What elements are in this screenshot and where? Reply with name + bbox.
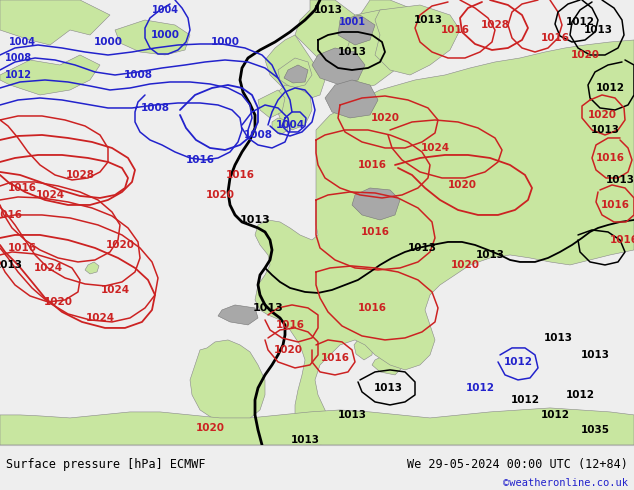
Text: 1013: 1013 [240,215,270,225]
Text: 1016: 1016 [361,227,389,237]
Text: 1000: 1000 [210,37,240,47]
Text: 1012: 1012 [541,410,569,420]
Text: 1020: 1020 [105,240,134,250]
Text: 1016: 1016 [600,200,630,210]
Text: 1016: 1016 [8,243,37,253]
Text: 1013: 1013 [543,333,573,343]
Text: 1016: 1016 [186,155,214,165]
Text: 1020: 1020 [44,297,72,307]
Text: 1013: 1013 [581,350,609,360]
Polygon shape [0,408,634,445]
Polygon shape [115,20,190,55]
Polygon shape [218,305,258,325]
Text: 1016: 1016 [441,25,470,35]
Text: 1012: 1012 [4,70,32,80]
Polygon shape [284,65,308,83]
Text: 1013: 1013 [413,15,443,25]
Polygon shape [0,0,110,45]
Text: 1016: 1016 [321,353,349,363]
Text: 1020: 1020 [205,190,235,200]
Text: 1013: 1013 [252,303,283,313]
Polygon shape [312,48,365,85]
Polygon shape [85,262,99,274]
Text: 1004: 1004 [152,5,179,15]
Text: 1024: 1024 [86,313,115,323]
Polygon shape [338,15,375,45]
Text: 1012: 1012 [465,383,495,393]
Text: 1013: 1013 [583,25,612,35]
Polygon shape [265,35,325,100]
Text: 1016: 1016 [358,303,387,313]
Text: 1012: 1012 [503,357,533,367]
Text: 1013: 1013 [313,5,342,15]
Polygon shape [295,0,365,65]
Polygon shape [352,188,400,220]
Text: 1004: 1004 [275,120,304,130]
Text: 1020: 1020 [448,180,477,190]
Polygon shape [375,5,460,75]
Text: 1013: 1013 [408,243,436,253]
Text: 1013: 1013 [337,47,366,57]
Text: 1013: 1013 [0,260,22,270]
Text: 1013: 1013 [590,125,619,135]
Text: 1020: 1020 [273,345,302,355]
Text: 1000: 1000 [93,37,122,47]
Text: 1024: 1024 [34,263,63,273]
Text: 1013: 1013 [373,383,403,393]
Text: 1008: 1008 [243,130,273,140]
Text: 1016: 1016 [0,210,22,220]
Text: 1012: 1012 [566,17,595,27]
Polygon shape [354,335,373,360]
Text: 1008: 1008 [4,53,32,63]
Polygon shape [362,315,378,335]
Text: Surface pressure [hPa] ECMWF: Surface pressure [hPa] ECMWF [6,458,206,470]
Polygon shape [372,355,402,375]
Text: 1016: 1016 [609,235,634,245]
Text: 1024: 1024 [36,190,65,200]
Polygon shape [0,55,100,95]
Text: 1013: 1013 [337,410,366,420]
Text: 1016: 1016 [276,320,304,330]
Polygon shape [278,58,312,88]
Polygon shape [255,40,634,445]
Text: 1004: 1004 [8,37,36,47]
Polygon shape [272,118,288,135]
Text: 1020: 1020 [370,113,399,123]
Text: 1008: 1008 [141,103,169,113]
Text: 1016: 1016 [8,183,37,193]
Text: 1020: 1020 [451,260,479,270]
Text: 1016: 1016 [358,160,387,170]
Text: 1008: 1008 [124,70,153,80]
Text: 1028: 1028 [481,20,510,30]
Text: 1024: 1024 [420,143,450,153]
Text: 1020: 1020 [571,50,600,60]
Text: 1000: 1000 [150,30,179,40]
Text: 1016: 1016 [226,170,254,180]
Polygon shape [325,80,378,118]
Text: 1013: 1013 [290,435,320,445]
Text: 1001: 1001 [339,17,365,27]
Text: 1020: 1020 [195,423,224,433]
Text: 1013: 1013 [605,175,634,185]
Text: 1016: 1016 [541,33,569,43]
Text: 1020: 1020 [588,110,616,120]
Polygon shape [258,90,285,118]
Polygon shape [275,85,312,130]
Text: 1012: 1012 [510,395,540,405]
Text: 1012: 1012 [566,390,595,400]
Text: 1028: 1028 [65,170,94,180]
Text: We 29-05-2024 00:00 UTC (12+84): We 29-05-2024 00:00 UTC (12+84) [407,458,628,470]
Text: 1013: 1013 [476,250,505,260]
Polygon shape [190,340,265,425]
Text: 1035: 1035 [581,425,609,435]
Text: 1016: 1016 [595,153,624,163]
Text: ©weatheronline.co.uk: ©weatheronline.co.uk [503,478,628,488]
Polygon shape [335,10,425,90]
Text: 1024: 1024 [100,285,129,295]
Polygon shape [355,0,430,60]
Text: 1012: 1012 [595,83,624,93]
